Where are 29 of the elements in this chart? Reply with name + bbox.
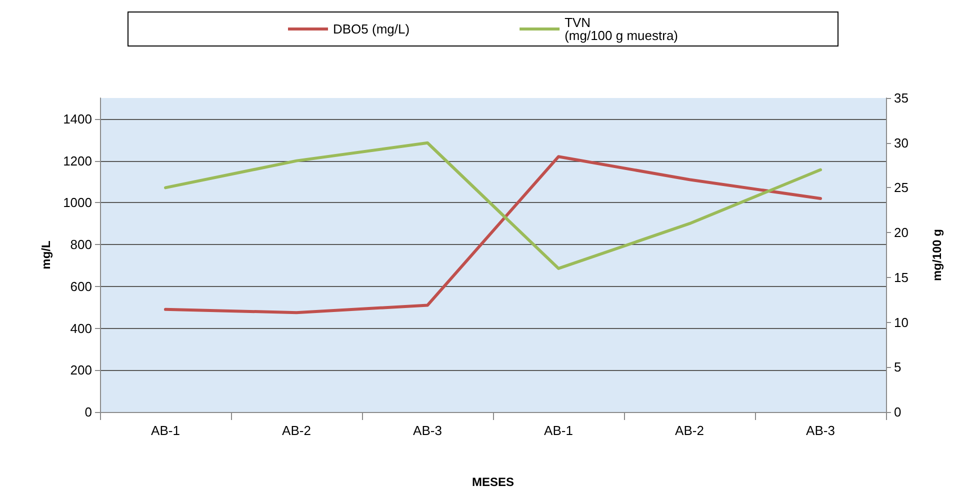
line-series [164, 155, 822, 314]
y2-tick-label: 25 [894, 180, 908, 196]
y2-tick-label: 15 [894, 270, 908, 285]
y-tick-label: 200 [70, 362, 92, 378]
x-tick-label: AB-3 [413, 423, 442, 438]
x-tick-label: AB-2 [675, 423, 704, 438]
y-tick-label: 1200 [63, 153, 92, 168]
y2-tick-label: 35 [894, 90, 908, 106]
y2-tick-label: 30 [894, 135, 908, 150]
y2-axis-title: mg/100 g [930, 228, 944, 282]
x-tick-label: AB-2 [282, 423, 311, 438]
x-tick-label: AB-3 [806, 423, 835, 438]
line-series [164, 141, 822, 270]
y2-tick-label: 0 [894, 404, 902, 420]
y2-tick-label: 10 [894, 314, 908, 330]
y-tick-label: 800 [70, 237, 92, 252]
y-tick-label: 1000 [63, 195, 92, 210]
y-tick-label: 400 [70, 320, 92, 336]
legend-label: DBO5 (mg/L) [333, 22, 410, 36]
x-tick-label: AB-1 [151, 423, 180, 438]
y-axis-title: mg/L [39, 240, 54, 270]
y-tick-label: 0 [84, 404, 92, 420]
y-tick-label: 600 [70, 278, 92, 294]
y-tick-label: 1400 [63, 111, 92, 126]
y2-tick-label: 5 [894, 360, 902, 375]
legend-label: TVN (mg/100 g muestra) [564, 15, 678, 43]
y2-tick-label: 20 [894, 225, 908, 240]
x-axis-title: MESES [472, 475, 514, 489]
x-tick-label: AB-1 [544, 423, 573, 438]
